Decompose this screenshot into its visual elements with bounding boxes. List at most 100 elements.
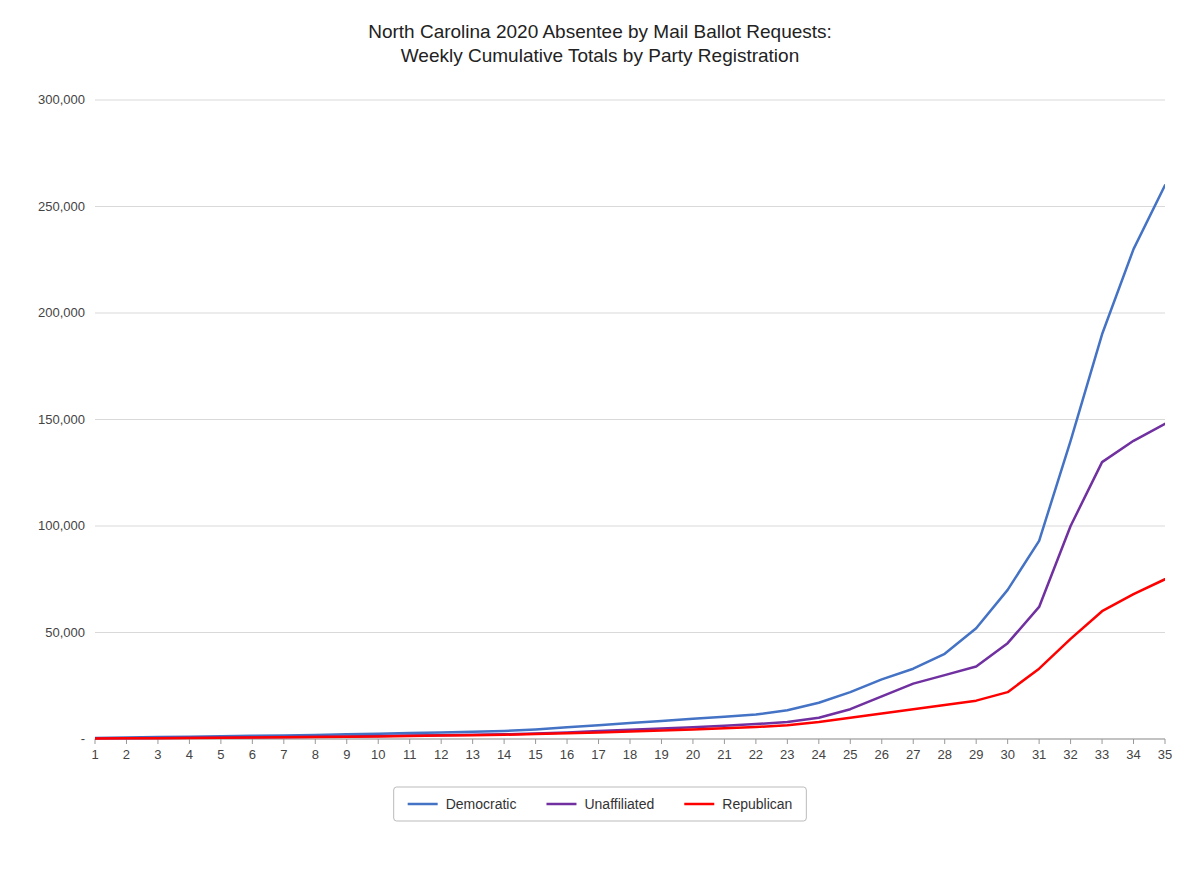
y-axis: - 50,000 100,000 150,000 200,000 250,000 300,0… [38, 92, 1165, 746]
y-tick-label: 150,000 [38, 412, 85, 427]
x-tick [881, 739, 882, 744]
x-tick [724, 739, 725, 744]
x-tick [1007, 739, 1008, 744]
legend-box [394, 787, 807, 821]
x-axis: 1234567891011121314151617181920212223242… [91, 739, 1172, 762]
legend: Democratic Unaffiliated Republican [394, 787, 807, 821]
x-tick-label: 16 [560, 747, 574, 762]
x-tick [346, 739, 347, 744]
y-tick-label: 250,000 [38, 199, 85, 214]
y-tick-label: - [81, 731, 85, 746]
x-tick-label: 13 [465, 747, 479, 762]
x-tick [252, 739, 253, 744]
y-tick-label: 200,000 [38, 305, 85, 320]
x-tick [157, 739, 158, 744]
x-tick-label: 33 [1095, 747, 1109, 762]
x-tick [1133, 739, 1134, 744]
x-tick [315, 739, 316, 744]
x-tick-label: 22 [749, 747, 763, 762]
grid-line [95, 632, 1165, 633]
x-tick-label: 34 [1126, 747, 1140, 762]
x-tick [630, 739, 631, 744]
x-tick-label: 26 [875, 747, 889, 762]
x-tick-label: 10 [371, 747, 385, 762]
x-tick [1165, 739, 1166, 744]
x-tick-label: 6 [249, 747, 256, 762]
x-tick-label: 1 [91, 747, 98, 762]
x-tick-label: 18 [623, 747, 637, 762]
title: North Carolina 2020 Absentee by Mail Bal… [368, 21, 832, 66]
x-tick [850, 739, 851, 744]
legend-swatch [408, 803, 438, 806]
x-tick-label: 17 [591, 747, 605, 762]
title-line: North Carolina 2020 Absentee by Mail Bal… [368, 21, 832, 42]
x-tick [1070, 739, 1071, 744]
x-tick-label: 9 [343, 747, 350, 762]
x-tick [567, 739, 568, 744]
x-tick [976, 739, 977, 744]
series-line [95, 185, 1165, 738]
x-tick-label: 15 [528, 747, 542, 762]
x-tick [189, 739, 190, 744]
x-tick [126, 739, 127, 744]
grid-line [95, 419, 1165, 420]
x-tick-label: 8 [312, 747, 319, 762]
x-tick [409, 739, 410, 744]
title-line: Weekly Cumulative Totals by Party Regist… [401, 45, 799, 66]
x-tick [692, 739, 693, 744]
x-tick-label: 31 [1032, 747, 1046, 762]
x-tick-label: 4 [186, 747, 193, 762]
x-tick-label: 28 [937, 747, 951, 762]
legend-swatch [684, 803, 714, 806]
x-tick [598, 739, 599, 744]
x-tick [535, 739, 536, 744]
series-line [95, 424, 1165, 739]
x-tick [441, 739, 442, 744]
x-tick-label: 3 [154, 747, 161, 762]
x-tick-label: 23 [780, 747, 794, 762]
x-tick-label: 35 [1158, 747, 1172, 762]
x-tick-label: 20 [686, 747, 700, 762]
x-tick [787, 739, 788, 744]
y-tick-label: 50,000 [45, 625, 85, 640]
chart: North Carolina 2020 Absentee by Mail Bal… [0, 0, 1200, 869]
x-tick [661, 739, 662, 744]
x-tick [913, 739, 914, 744]
x-tick-label: 2 [123, 747, 130, 762]
background [0, 0, 1200, 869]
x-tick-label: 21 [717, 747, 731, 762]
x-tick [755, 739, 756, 744]
x-tick [220, 739, 221, 744]
series-line [95, 579, 1165, 738]
y-tick-label: 300,000 [38, 92, 85, 107]
x-tick-label: 19 [654, 747, 668, 762]
x-tick-label: 25 [843, 747, 857, 762]
y-tick-label: 100,000 [38, 518, 85, 533]
grid-line [95, 100, 1165, 101]
x-tick [818, 739, 819, 744]
x-tick-label: 30 [1000, 747, 1014, 762]
grid-line [95, 206, 1165, 207]
x-tick [1039, 739, 1040, 744]
legend-label: Republican [722, 796, 792, 812]
x-tick [472, 739, 473, 744]
x-tick-label: 14 [497, 747, 511, 762]
x-tick-label: 24 [812, 747, 826, 762]
x-tick [504, 739, 505, 744]
x-tick-label: 11 [403, 747, 417, 762]
x-tick-label: 29 [969, 747, 983, 762]
x-tick-label: 32 [1063, 747, 1077, 762]
x-tick [944, 739, 945, 744]
series-lines [95, 185, 1165, 738]
x-tick [1102, 739, 1103, 744]
x-tick [283, 739, 284, 744]
x-tick-label: 12 [434, 747, 448, 762]
legend-label: Democratic [446, 796, 517, 812]
grid-line [95, 313, 1165, 314]
legend-label: Unaffiliated [584, 796, 654, 812]
grid-line [95, 526, 1165, 527]
x-tick-label: 27 [906, 747, 920, 762]
x-tick [378, 739, 379, 744]
x-tick-label: 7 [280, 747, 287, 762]
x-tick-label: 5 [217, 747, 224, 762]
